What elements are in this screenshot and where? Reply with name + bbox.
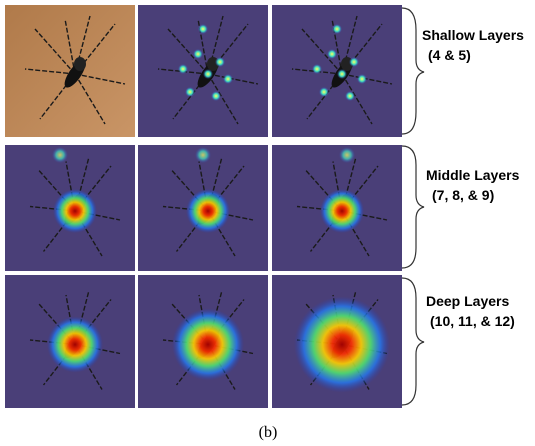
heatmap-image [5,5,135,137]
heatmap-image [138,275,268,408]
row-label: Shallow Layers [422,27,524,43]
heatmap-image [272,5,402,137]
activation [53,189,97,233]
leg [74,73,126,85]
activation-spot [357,74,367,84]
leg [34,28,76,75]
activation-spot [203,69,213,79]
activation-spot [332,24,342,34]
row-sublabel: (7, 8, & 9) [432,187,494,203]
activation-spot [337,69,347,79]
activation [186,189,230,233]
heatmap-image [5,275,135,408]
leg [301,28,343,75]
row-label: Deep Layers [426,293,509,309]
activation [47,316,103,373]
activation-spot [215,57,225,67]
activation-spot [339,147,355,163]
caption: (b) [259,424,278,441]
heatmap-image [138,5,268,137]
activation-spot [223,74,233,84]
activation-spot [345,91,355,101]
leg [207,73,239,125]
leg [167,28,209,75]
activation-spot [349,57,359,67]
activation-spot [198,24,208,34]
heatmap-image [272,275,402,408]
leg [341,73,373,125]
activation-spot [312,64,322,74]
row-sublabel: (4 & 5) [428,47,471,63]
activation-spot [211,91,221,101]
braces [401,7,425,406]
activation-spot [185,87,195,97]
activation-spot [52,147,68,163]
leg [74,73,106,125]
leg [24,68,76,75]
heatmap-image [138,145,268,271]
activation [172,308,244,381]
row-sublabel: (10, 11, & 12) [430,313,515,329]
thorax [74,57,86,71]
activation-spot [178,64,188,74]
image-grid [5,5,402,408]
activation [294,296,390,393]
activation-spot [319,87,329,97]
leg [64,18,76,75]
activation-spot [193,49,203,59]
row-label: Middle Layers [426,167,520,183]
activation [320,189,364,233]
activation-spot [195,147,211,163]
heatmap-image [272,145,402,271]
activation-spot [327,49,337,59]
heatmap-image [5,145,135,271]
